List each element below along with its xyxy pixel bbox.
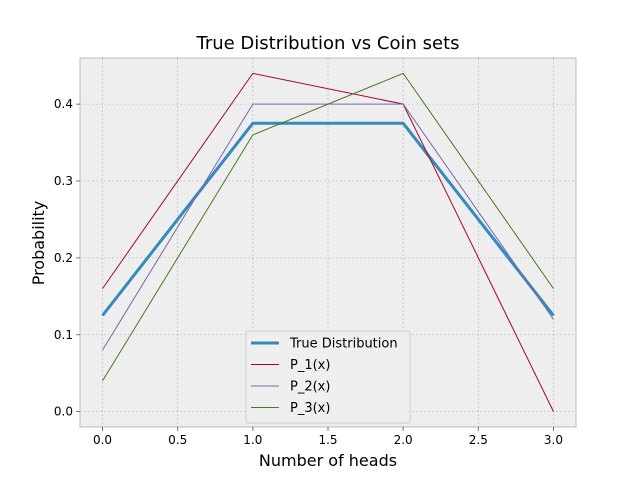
series-line-p-1-x bbox=[102, 72, 554, 412]
x-tick-label: 2.0 bbox=[394, 433, 413, 447]
x-tick-label: 2.5 bbox=[469, 433, 488, 447]
y-tick-label: 0.1 bbox=[54, 328, 73, 342]
x-tick-label: 1.0 bbox=[243, 433, 262, 447]
x-tick-label: 1.5 bbox=[318, 433, 337, 447]
y-tick-label: 0.4 bbox=[54, 97, 73, 111]
legend-label: P_1(x) bbox=[290, 358, 330, 373]
series-line-p-3-x bbox=[102, 72, 554, 382]
legend-label: P_3(x) bbox=[290, 401, 330, 416]
y-ticks: 0.0 0.1 0.2 0.3 0.4 bbox=[54, 97, 80, 419]
x-ticks: 0.0 0.5 1.0 1.5 2.0 2.5 3.0 bbox=[93, 427, 563, 447]
series-lines bbox=[101, 72, 555, 412]
x-tick-label: 3.0 bbox=[544, 433, 563, 447]
x-axis-label: Number of heads bbox=[259, 451, 397, 470]
legend-box bbox=[245, 330, 411, 424]
x-tick-label: 0.5 bbox=[168, 433, 187, 447]
y-tick-label: 0.0 bbox=[54, 405, 73, 419]
y-tick-label: 0.2 bbox=[54, 251, 73, 265]
series-line-true-distribution bbox=[101, 121, 555, 317]
chart-title: True Distribution vs Coin sets bbox=[195, 33, 459, 54]
y-tick-label: 0.3 bbox=[54, 174, 73, 188]
legend-label: True Distribution bbox=[289, 337, 398, 352]
x-tick-label: 0.0 bbox=[93, 433, 112, 447]
legend: True Distribution P_1(x) P_2(x) P_3(x) bbox=[245, 330, 411, 424]
y-axis-label: Probability bbox=[29, 201, 48, 286]
legend-label: P_2(x) bbox=[290, 380, 330, 395]
